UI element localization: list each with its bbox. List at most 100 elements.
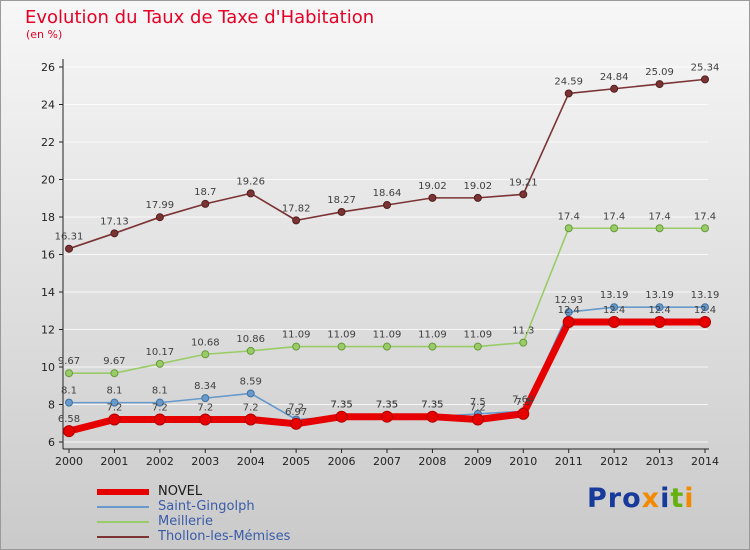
legend-item-meillerie: Meillerie xyxy=(97,514,290,529)
svg-text:2004: 2004 xyxy=(237,455,265,468)
legend-label-novel: NOVEL xyxy=(158,484,203,499)
svg-text:9.67: 9.67 xyxy=(58,356,80,367)
legend-item-novel: NOVEL xyxy=(97,484,290,499)
svg-text:11.09: 11.09 xyxy=(464,330,493,341)
svg-text:7.35: 7.35 xyxy=(376,400,398,411)
svg-text:7.35: 7.35 xyxy=(330,400,352,411)
legend-label-meillerie: Meillerie xyxy=(158,514,214,529)
svg-text:7.2: 7.2 xyxy=(197,403,213,414)
svg-text:2013: 2013 xyxy=(646,455,674,468)
svg-text:2011: 2011 xyxy=(555,455,583,468)
svg-text:17.99: 17.99 xyxy=(146,200,175,211)
svg-text:2010: 2010 xyxy=(509,455,537,468)
svg-text:7.5: 7.5 xyxy=(515,397,531,408)
svg-text:13.19: 13.19 xyxy=(645,290,674,301)
svg-text:2005: 2005 xyxy=(282,455,310,468)
svg-text:11.09: 11.09 xyxy=(373,330,402,341)
logo-letter: t xyxy=(670,483,685,514)
svg-text:11.09: 11.09 xyxy=(327,330,356,341)
svg-text:20: 20 xyxy=(41,174,55,187)
svg-text:7.35: 7.35 xyxy=(421,400,443,411)
svg-text:12: 12 xyxy=(41,324,55,337)
logo-letter: i xyxy=(684,483,695,514)
legend-swatch-saint-gingolph xyxy=(97,505,149,508)
svg-text:8: 8 xyxy=(48,399,55,412)
svg-text:10: 10 xyxy=(41,361,55,374)
svg-text:6.58: 6.58 xyxy=(58,414,80,425)
legend: NOVEL Saint-Gingolph Meillerie Thollon-l… xyxy=(97,484,290,544)
svg-text:9.67: 9.67 xyxy=(103,356,125,367)
svg-text:11.09: 11.09 xyxy=(282,330,311,341)
svg-text:19.02: 19.02 xyxy=(418,181,447,192)
svg-text:19.26: 19.26 xyxy=(236,176,265,187)
svg-text:26: 26 xyxy=(41,61,55,74)
svg-text:17.4: 17.4 xyxy=(648,211,670,222)
svg-text:10.17: 10.17 xyxy=(146,347,175,358)
svg-text:17.13: 17.13 xyxy=(100,216,129,227)
svg-text:7.2: 7.2 xyxy=(470,403,486,414)
svg-text:24.59: 24.59 xyxy=(554,76,583,87)
svg-text:7.64: 7.64 xyxy=(512,394,534,405)
svg-text:7.5: 7.5 xyxy=(470,397,486,408)
svg-text:8.1: 8.1 xyxy=(152,386,168,397)
svg-text:19.02: 19.02 xyxy=(464,181,493,192)
svg-text:6.97: 6.97 xyxy=(285,407,307,418)
svg-text:2008: 2008 xyxy=(418,455,446,468)
logo-letter: x xyxy=(641,483,661,514)
legend-item-saint-gingolph: Saint-Gingolph xyxy=(97,499,290,514)
svg-text:10.86: 10.86 xyxy=(236,334,265,345)
svg-text:12.4: 12.4 xyxy=(694,305,716,316)
svg-text:7.35: 7.35 xyxy=(421,400,443,411)
svg-text:16.31: 16.31 xyxy=(55,232,84,243)
svg-text:8.1: 8.1 xyxy=(106,386,122,397)
svg-text:8.59: 8.59 xyxy=(240,376,262,387)
svg-text:2001: 2001 xyxy=(100,455,128,468)
svg-text:2000: 2000 xyxy=(55,455,83,468)
svg-text:12.93: 12.93 xyxy=(554,295,583,306)
svg-text:17.82: 17.82 xyxy=(282,203,311,214)
svg-text:7.2: 7.2 xyxy=(288,403,304,414)
svg-text:17.4: 17.4 xyxy=(603,211,625,222)
svg-text:8.34: 8.34 xyxy=(194,381,216,392)
svg-text:12.4: 12.4 xyxy=(558,305,580,316)
svg-text:12.4: 12.4 xyxy=(603,305,625,316)
svg-text:7.35: 7.35 xyxy=(376,400,398,411)
svg-text:17.4: 17.4 xyxy=(558,211,580,222)
svg-text:18.27: 18.27 xyxy=(327,195,356,206)
legend-swatch-meillerie xyxy=(97,520,149,523)
svg-text:19.21: 19.21 xyxy=(509,177,538,188)
svg-text:17.4: 17.4 xyxy=(694,211,716,222)
svg-text:12.4: 12.4 xyxy=(648,305,670,316)
svg-text:18.64: 18.64 xyxy=(373,188,402,199)
svg-text:2014: 2014 xyxy=(691,455,719,468)
svg-text:24: 24 xyxy=(41,99,55,112)
legend-item-thollon: Thollon-les-Mémises xyxy=(97,529,290,544)
svg-text:13.19: 13.19 xyxy=(691,290,720,301)
svg-text:10.68: 10.68 xyxy=(191,337,220,348)
legend-label-thollon: Thollon-les-Mémises xyxy=(158,529,291,544)
svg-text:7.2: 7.2 xyxy=(106,403,122,414)
svg-text:22: 22 xyxy=(41,136,55,149)
legend-label-saint-gingolph: Saint-Gingolph xyxy=(158,499,255,514)
svg-text:14: 14 xyxy=(41,286,55,299)
logo-letter: Pro xyxy=(587,483,642,514)
svg-text:2002: 2002 xyxy=(146,455,174,468)
svg-text:25.34: 25.34 xyxy=(691,62,720,73)
svg-text:8.1: 8.1 xyxy=(61,386,77,397)
chart-plot: 6 8 10 12 14 16 18 20 22 24 26 2000 2001 2002 2003 2004… xyxy=(41,59,720,468)
proxiti-logo: Proxiti xyxy=(587,483,695,514)
svg-text:11.3: 11.3 xyxy=(512,326,534,337)
legend-swatch-thollon xyxy=(97,535,149,538)
svg-text:16: 16 xyxy=(41,249,55,262)
svg-text:24.84: 24.84 xyxy=(600,72,629,83)
svg-text:7.2: 7.2 xyxy=(243,403,259,414)
svg-text:2007: 2007 xyxy=(373,455,401,468)
svg-text:7.2: 7.2 xyxy=(152,403,168,414)
svg-text:25.09: 25.09 xyxy=(645,67,674,78)
logo-letter: i xyxy=(660,483,671,514)
svg-text:2006: 2006 xyxy=(328,455,356,468)
svg-text:6: 6 xyxy=(48,436,55,449)
svg-text:2009: 2009 xyxy=(464,455,492,468)
svg-text:2003: 2003 xyxy=(191,455,219,468)
